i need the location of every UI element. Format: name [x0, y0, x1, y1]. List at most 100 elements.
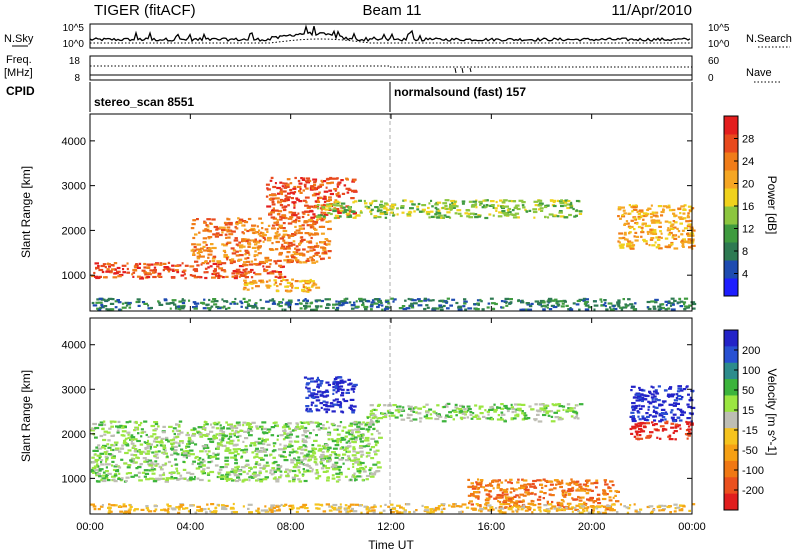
data-cell: [204, 511, 208, 514]
data-cell: [225, 479, 229, 482]
data-cell: [217, 263, 223, 266]
data-cell: [334, 456, 339, 459]
data-cell: [251, 451, 255, 454]
data-cell: [584, 485, 590, 488]
data-cell: [321, 451, 325, 454]
data-cell: [677, 235, 680, 238]
data-cell: [646, 505, 651, 509]
data-cell: [133, 429, 137, 432]
data-cell: [562, 201, 568, 204]
data-cell: [426, 511, 430, 514]
data-cell: [562, 500, 565, 503]
colorbar-tick-label: 8: [742, 246, 748, 258]
data-cell: [633, 435, 637, 438]
data-cell: [273, 279, 277, 282]
data-cell: [115, 443, 118, 446]
data-cell: [133, 509, 136, 512]
data-cell: [551, 505, 557, 508]
data-cell: [264, 259, 269, 262]
data-cell: [113, 420, 117, 423]
data-cell: [281, 214, 286, 217]
data-cell: [213, 255, 216, 258]
data-cell: [247, 507, 250, 510]
data-cell: [323, 455, 329, 458]
data-cell: [442, 405, 446, 409]
data-cell: [335, 391, 338, 394]
data-cell: [268, 279, 271, 282]
data-cell: [113, 474, 118, 477]
data-cell: [209, 456, 214, 459]
data-cell: [91, 461, 95, 464]
data-cell: [272, 301, 276, 304]
data-cell: [542, 304, 547, 307]
data-cell: [139, 277, 144, 280]
data-cell: [316, 376, 319, 379]
data-cell: [608, 507, 613, 510]
data-cell: [451, 298, 456, 301]
data-cell: [172, 301, 175, 304]
data-cell: [534, 493, 537, 496]
data-cell: [97, 265, 100, 268]
data-cell: [510, 487, 515, 490]
data-cell: [171, 471, 175, 474]
data-cell: [316, 299, 321, 302]
data-cell: [641, 229, 644, 232]
data-cell: [356, 470, 362, 473]
data-cell: [148, 459, 153, 462]
colorbar-tick-label: 24: [742, 156, 754, 168]
data-cell: [332, 392, 335, 395]
data-cell: [646, 300, 651, 304]
data-cell: [345, 209, 349, 212]
data-cell: [285, 425, 290, 428]
data-cell: [136, 275, 141, 278]
data-cell: [310, 225, 315, 228]
data-cell: [433, 411, 436, 415]
data-cell: [236, 476, 241, 479]
data-cell: [488, 509, 492, 513]
data-cell: [215, 427, 220, 430]
data-cell: [201, 262, 205, 265]
data-cell: [352, 450, 356, 453]
data-cell: [242, 239, 246, 242]
data-cell: [325, 467, 331, 470]
data-cell: [664, 411, 668, 414]
data-cell: [258, 279, 263, 282]
data-cell: [207, 450, 211, 453]
data-cell: [582, 483, 588, 486]
data-cell: [276, 186, 281, 190]
data-cell: [441, 206, 445, 209]
data-cell: [264, 431, 269, 435]
data-cell: [128, 508, 132, 511]
colorbar-segment: [724, 362, 738, 380]
data-cell: [497, 496, 503, 499]
data-cell: [296, 466, 301, 469]
data-cell: [315, 200, 321, 203]
data-cell: [303, 470, 307, 473]
data-cell: [366, 454, 371, 457]
data-cell: [634, 430, 639, 433]
data-cell: [234, 462, 238, 465]
data-cell: [221, 226, 226, 229]
data-cell: [643, 240, 648, 243]
data-cell: [549, 483, 554, 486]
data-cell: [628, 204, 631, 207]
data-cell: [403, 510, 407, 513]
data-cell: [539, 510, 542, 513]
data-cell: [171, 264, 175, 267]
data-cell: [478, 504, 482, 507]
data-cell: [545, 508, 550, 511]
data-cell: [304, 185, 307, 188]
data-cell: [441, 420, 447, 423]
data-cell: [384, 413, 388, 417]
data-cell: [219, 466, 225, 469]
data-cell: [255, 453, 259, 456]
data-cell: [342, 462, 345, 465]
data-cell: [298, 446, 303, 449]
data-cell: [338, 454, 341, 457]
data-cell: [196, 509, 201, 512]
data-cell: [428, 417, 433, 420]
data-cell: [133, 421, 136, 424]
data-cell: [353, 472, 356, 475]
data-cell: [204, 276, 208, 280]
